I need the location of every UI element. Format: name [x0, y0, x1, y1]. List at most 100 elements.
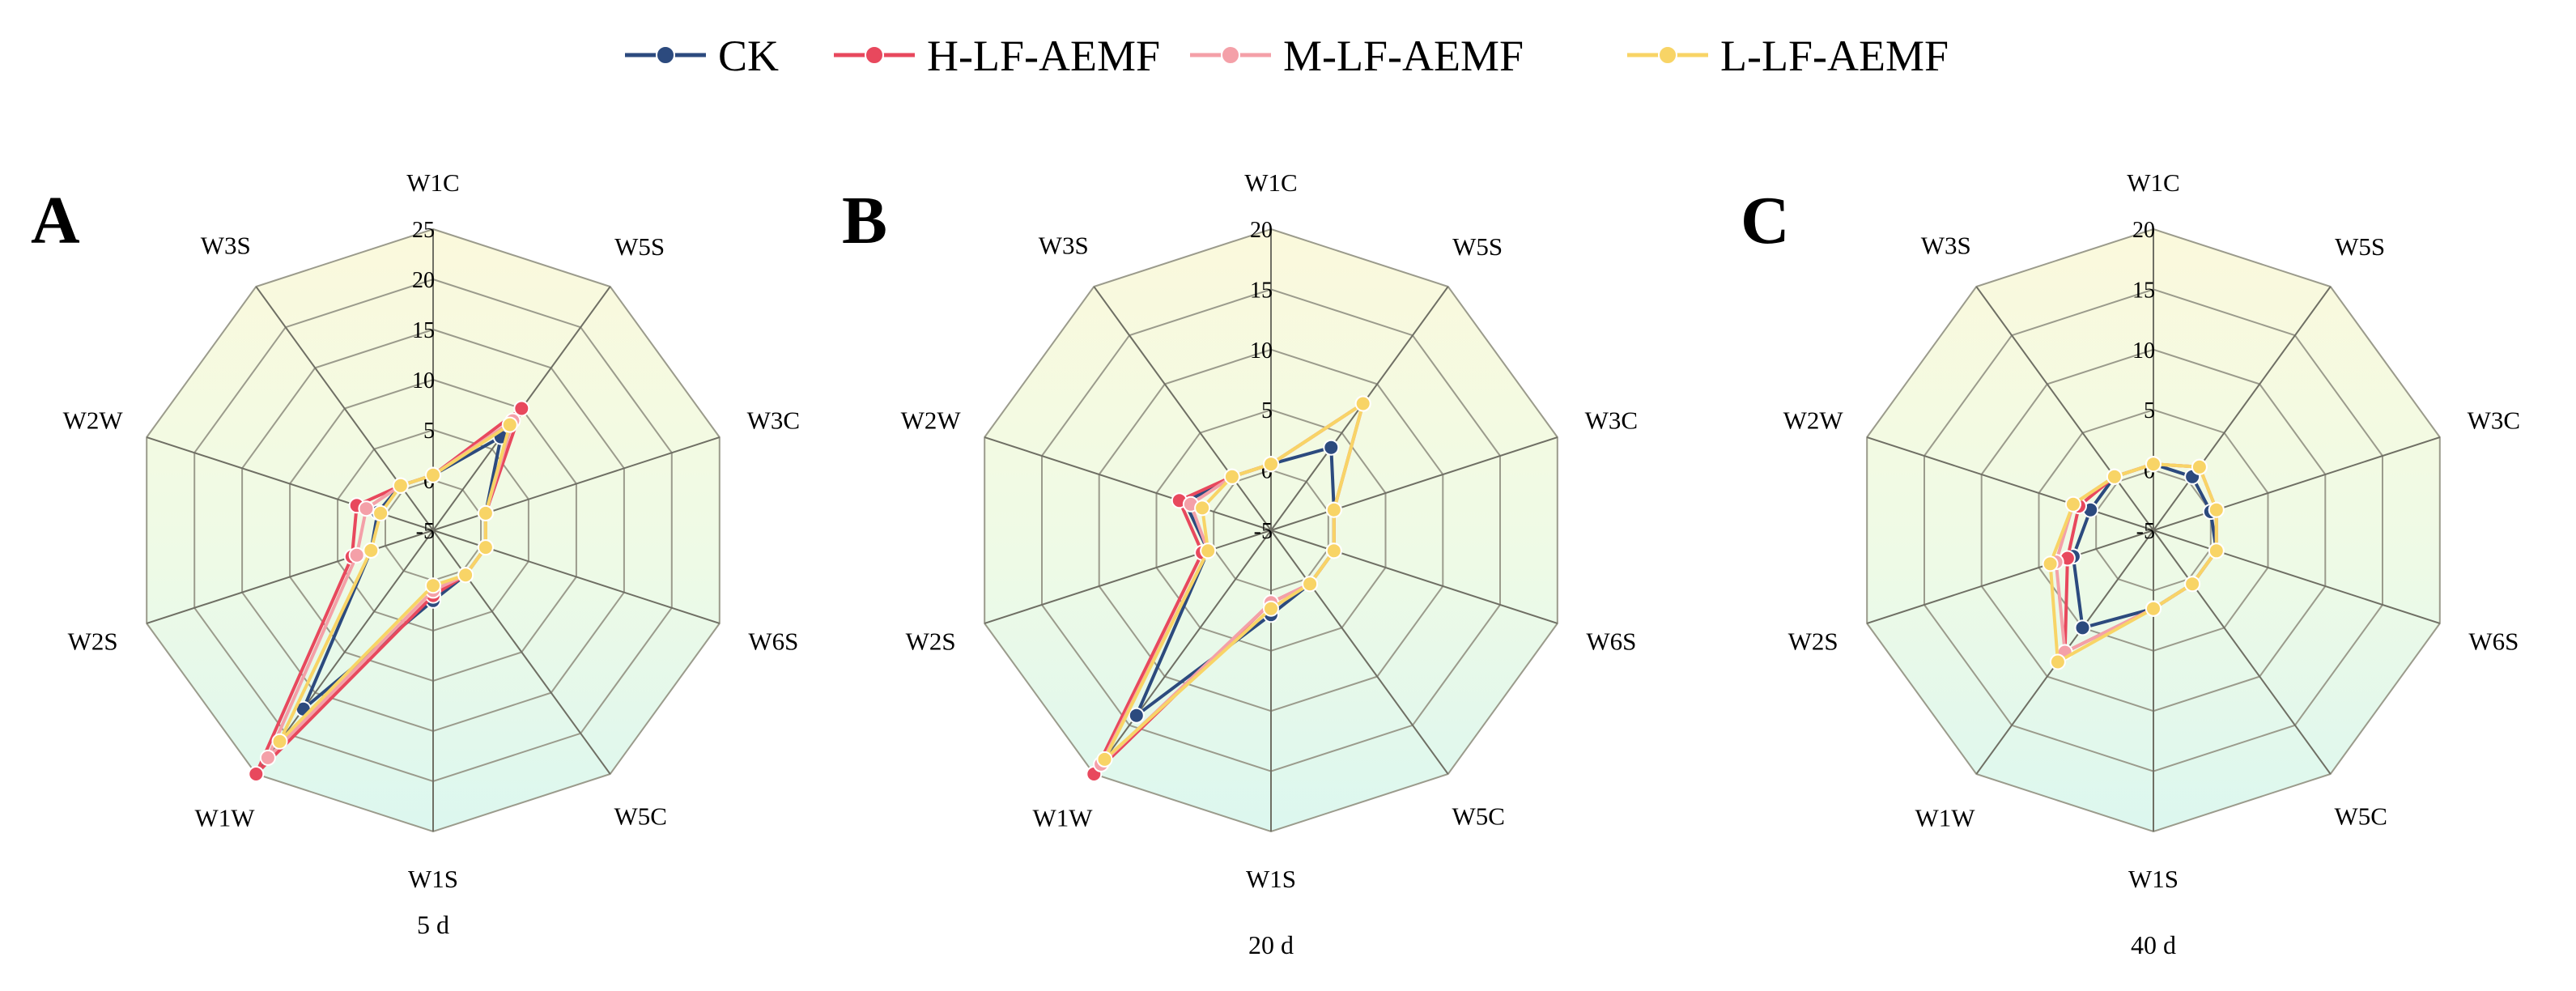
grid-spoke [2153, 286, 2332, 531]
tick-label: 10 [1250, 338, 1273, 364]
series-l-lf-aemf [2042, 456, 2225, 670]
grid-spoke [1975, 286, 2154, 531]
data-point-w2w [1194, 500, 1211, 517]
tick-label: -5 [2136, 519, 2155, 544]
axis-label-w5s: W5S [1452, 232, 1503, 261]
panel-letter: C [1741, 183, 1790, 258]
grid-spoke [984, 530, 1272, 624]
data-point-w1w [271, 733, 288, 750]
data-point-w1c [1263, 456, 1279, 473]
axis-label-w2s: W2S [1788, 627, 1838, 656]
data-point-w6s [1325, 542, 1342, 559]
data-point-w5s [2191, 458, 2208, 475]
axis-label-w1w: W1W [1915, 803, 1976, 832]
legend: CK H-LF-AEMF M-LF-AEMF L-LF-AEMF [625, 32, 1949, 80]
data-point-w5c [1302, 576, 1319, 593]
data-point-w1w [1128, 707, 1145, 724]
panel-caption: 40 d [2131, 930, 2176, 959]
data-point-w5c [457, 567, 474, 584]
tick-label: 5 [2144, 398, 2155, 423]
axis-label-w1s: W1S [1246, 865, 1296, 893]
data-point-w6s [2208, 542, 2225, 559]
tick-label: 15 [2132, 278, 2155, 303]
panel-caption: 20 d [1248, 930, 1294, 959]
data-point-w5s [501, 416, 518, 433]
tick-label: 20 [412, 268, 435, 293]
data-point-w1s [2145, 600, 2162, 617]
tick-label: 20 [1250, 218, 1273, 243]
axis-label-w1c: W1C [1244, 168, 1297, 197]
data-point-w5s [513, 400, 530, 417]
legend-label: H-LF-AEMF [927, 32, 1160, 80]
data-point-w2s [1200, 542, 1217, 559]
data-point-w1w [259, 749, 276, 766]
axis-label-w6s: W6S [1586, 627, 1636, 656]
legend-marker [656, 45, 675, 65]
axis-label-w5s: W5S [614, 232, 665, 261]
data-point-w1s [425, 577, 441, 594]
panels: -50510152025W1CW5SW3CW6SW5CW1SW1WW2SW2WW… [31, 168, 2520, 959]
data-point-w2s [363, 542, 380, 559]
data-point-w3s [2106, 468, 2123, 485]
grid-spoke [1866, 530, 2154, 624]
legend-marker [1221, 45, 1240, 65]
data-point-w3s [392, 477, 409, 494]
axis-label-w1c: W1C [2127, 168, 2179, 197]
axis-label-w2w: W2W [901, 406, 962, 434]
axis-label-w3c: W3C [2468, 406, 2520, 434]
axis-label-w3s: W3S [1921, 231, 1971, 259]
data-point-w1w [2074, 619, 2091, 636]
tick-label: -5 [1254, 519, 1273, 544]
axis-label-w2w: W2W [1783, 406, 1844, 434]
grid-spoke [984, 436, 1272, 531]
tick-label: 15 [1250, 278, 1273, 303]
data-point-w2s [348, 547, 365, 564]
tick-label: 20 [2132, 218, 2155, 243]
series-l-lf-aemf [1096, 395, 1371, 768]
tick-label: 5 [1261, 398, 1273, 423]
legend-marker [865, 45, 884, 65]
panel-letter: B [842, 183, 887, 258]
data-point-w1c [425, 466, 441, 483]
tick-label: 15 [412, 318, 435, 343]
axis-label-w6s: W6S [2468, 627, 2519, 656]
tick-label: 10 [2132, 338, 2155, 364]
grid-spoke [1270, 530, 1449, 775]
axis-label-w2s: W2S [68, 627, 118, 656]
axis-label-w1w: W1W [1033, 803, 1094, 832]
legend-label: CK [718, 32, 779, 80]
grid-spoke [1866, 436, 2154, 531]
tick-label: 5 [423, 419, 435, 444]
axis-label-w2w: W2W [63, 406, 124, 434]
data-point-w2w [2064, 496, 2081, 513]
axis-label-w1w: W1W [195, 803, 256, 832]
data-point-w5c [2184, 576, 2201, 593]
data-point-w3c [477, 504, 494, 521]
grid-spoke [2153, 436, 2441, 531]
axis-label-w3c: W3C [1585, 406, 1638, 434]
panel-letter: A [31, 183, 80, 258]
data-point-w1s [1263, 600, 1279, 617]
tick-label: -5 [416, 519, 435, 544]
axis-label-w5s: W5S [2335, 232, 2385, 261]
axis-label-w3s: W3S [201, 231, 251, 259]
data-point-w1w [2049, 653, 2066, 670]
legend-item-ck: CK [625, 32, 779, 80]
axis-label-w6s: W6S [748, 627, 798, 656]
tick-label: 10 [412, 368, 435, 393]
legend-label: M-LF-AEMF [1283, 32, 1524, 80]
axis-label-w5c: W5C [2335, 802, 2387, 831]
data-point-w2w [372, 504, 389, 521]
axis-label-w1s: W1S [408, 865, 458, 893]
grid-spoke [1093, 530, 1272, 775]
data-point-w5s [1354, 395, 1371, 412]
series-l-lf-aemf [271, 416, 518, 750]
legend-item-h-lf-aemf: H-LF-AEMF [834, 32, 1160, 80]
grid-spoke [1270, 436, 1558, 531]
data-point-w3c [1325, 501, 1342, 518]
data-point-w1c [2145, 456, 2162, 473]
axis-label-w1s: W1S [2128, 865, 2179, 893]
data-point-w5s [1323, 439, 1340, 456]
